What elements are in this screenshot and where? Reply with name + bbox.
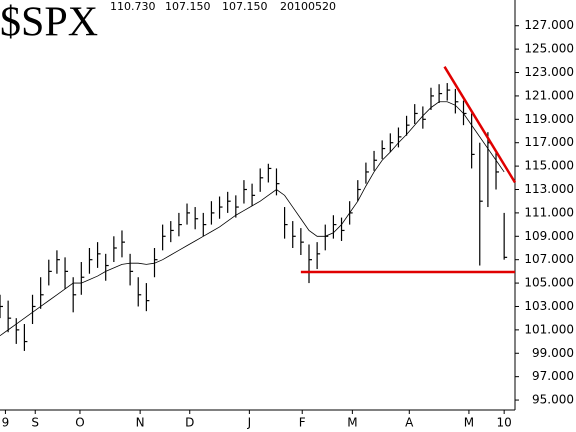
y-tick-label: 97.000 <box>532 369 574 383</box>
y-tick-label: 113.000 <box>524 182 574 196</box>
x-tick-label: M <box>464 416 474 430</box>
y-tick-label: 117.000 <box>524 135 574 149</box>
y-tick-label: 123.000 <box>524 65 574 79</box>
x-tick-label: 10 <box>497 416 512 430</box>
x-tick-label: D <box>185 416 194 430</box>
y-tick-label: 101.000 <box>524 322 574 336</box>
x-tick-label: 9 <box>2 416 10 430</box>
header-value: 110.730 <box>110 0 156 13</box>
y-tick-label: 107.000 <box>524 252 574 266</box>
header-value: 107.150 <box>222 0 268 13</box>
x-tick-label: F <box>299 416 306 430</box>
x-tick-label: J <box>247 416 252 430</box>
x-tick-label: O <box>75 416 84 430</box>
y-tick-label: 99.000 <box>532 346 574 360</box>
header-value: 107.150 <box>165 0 211 13</box>
header-value: 20100520 <box>280 0 336 13</box>
y-tick-label: 95.000 <box>532 393 574 407</box>
x-tick-label: S <box>31 416 39 430</box>
x-tick-label: M <box>347 416 357 430</box>
y-tick-label: 105.000 <box>524 276 574 290</box>
y-tick-label: 119.000 <box>524 112 574 126</box>
trend-line <box>443 66 517 184</box>
x-tick-label: A <box>405 416 414 430</box>
y-tick-label: 125.000 <box>524 42 574 56</box>
chart-title: $SPX <box>0 0 98 46</box>
y-tick-label: 103.000 <box>524 299 574 313</box>
y-tick-label: 111.000 <box>524 205 574 219</box>
moving-average <box>0 101 505 337</box>
y-tick-label: 121.000 <box>524 88 574 102</box>
x-tick-label: N <box>136 416 145 430</box>
y-tick-label: 115.000 <box>524 159 574 173</box>
y-tick-label: 127.000 <box>524 18 574 32</box>
y-tick-label: 109.000 <box>524 229 574 243</box>
